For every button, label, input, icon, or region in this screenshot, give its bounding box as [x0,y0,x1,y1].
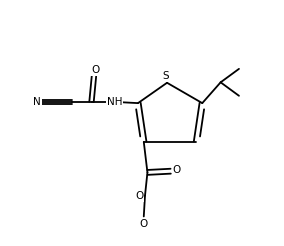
Text: O: O [140,219,148,229]
Text: O: O [173,166,181,175]
Text: S: S [162,71,169,81]
Text: N: N [33,97,41,107]
Text: NH: NH [106,97,122,107]
Text: O: O [135,191,144,201]
Text: O: O [91,65,99,75]
